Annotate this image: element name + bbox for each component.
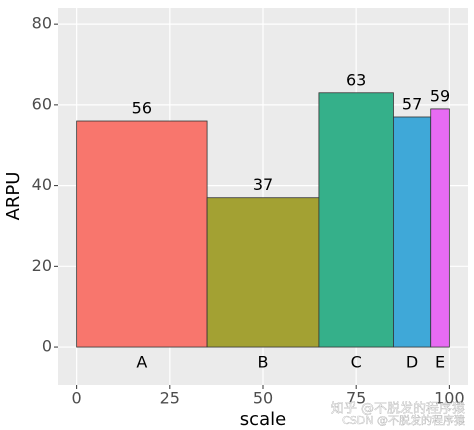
y-tick-label: 60 (32, 94, 52, 113)
y-tick-label: 20 (32, 256, 52, 275)
category-label: A (136, 353, 147, 372)
value-label: 37 (253, 175, 273, 194)
category-label: D (406, 353, 418, 372)
y-tick-label: 0 (42, 337, 52, 356)
value-label: 56 (132, 99, 152, 118)
watermark: CSDN @不脱发的程序猿 (342, 413, 465, 427)
y-tick-label: 40 (32, 175, 52, 194)
bar (318, 92, 394, 348)
x-tick-label: 0 (72, 389, 82, 408)
category-label: E (435, 353, 445, 372)
x-tick-label: 25 (160, 389, 180, 408)
category-label: B (258, 353, 269, 372)
y-axis-title: ARPU (3, 172, 24, 221)
bar (206, 197, 320, 348)
watermark: 知乎 @不脱发的程序猿 (331, 401, 465, 417)
category-label: C (351, 353, 362, 372)
value-label: 57 (402, 94, 422, 113)
x-tick-label: 50 (253, 389, 273, 408)
bar (393, 116, 432, 348)
value-label: 63 (346, 70, 366, 89)
x-tick-label: 100 (434, 389, 465, 408)
y-tick-label: 80 (32, 14, 52, 33)
value-label: 59 (430, 86, 450, 105)
bar (430, 108, 450, 348)
x-axis-title: scale (240, 409, 286, 430)
bar (76, 120, 208, 348)
x-tick-label: 75 (346, 389, 366, 408)
